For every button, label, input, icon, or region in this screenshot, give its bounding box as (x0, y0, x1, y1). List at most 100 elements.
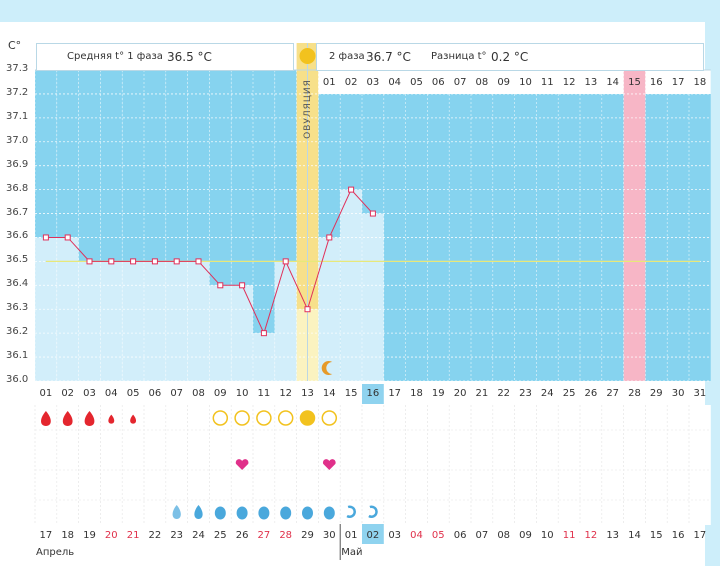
calendar-date-17: 03 (388, 530, 402, 541)
y-tick-36.5: 36.5 (6, 254, 29, 266)
y-tick-36.6: 36.6 (6, 230, 29, 242)
x-day-07: 07 (170, 388, 184, 399)
fertile-circle-13 (299, 410, 316, 426)
phase2-day-13: 13 (584, 77, 598, 88)
period-drop-3 (84, 411, 95, 426)
temperature-line (45, 188, 374, 335)
x-day-10: 10 (235, 388, 249, 399)
calendar-date-3: 19 (83, 530, 96, 541)
temp-point-2 (64, 234, 71, 241)
period-drop-2 (62, 411, 73, 426)
ovulation-label: ОВУЛЯЦИЯ (302, 79, 313, 139)
temp-bar-1 (35, 237, 57, 381)
period-drop-1 (41, 411, 51, 426)
phase2-value: 36.7 °C (366, 50, 411, 64)
x-day-24: 24 (540, 388, 554, 399)
x-day-04: 04 (104, 388, 118, 399)
phase2-highlight-cell (623, 70, 646, 94)
x-day-16: 16 (366, 388, 380, 399)
temp-bar-4 (100, 261, 123, 381)
x-day-19: 19 (431, 388, 445, 399)
temp-point-3 (86, 258, 93, 265)
temp-bar-16 (362, 213, 384, 381)
y-tick-36.0: 36.0 (6, 374, 29, 385)
x-day-29: 29 (649, 388, 663, 399)
y-tick-36.2: 36.2 (6, 326, 29, 338)
x-day-23: 23 (519, 388, 532, 399)
fertile-circle-14 (321, 410, 338, 426)
calendar-date-10: 26 (235, 530, 249, 541)
calendar-date-18: 04 (410, 530, 423, 541)
x-day-21: 21 (475, 388, 489, 399)
heart-icon-10 (235, 459, 249, 470)
temp-point-13 (304, 306, 311, 313)
x-day-06: 06 (148, 388, 162, 399)
month-label-0: Апрель (36, 547, 75, 558)
calendar-date-15: 01 (344, 530, 358, 541)
phase1-value: 36.5 °C (167, 50, 212, 64)
calendar-today-marker (362, 524, 384, 544)
temp-bar-8 (187, 261, 210, 381)
calendar-date-2: 18 (61, 530, 75, 541)
calendar-date-21: 07 (475, 530, 489, 541)
temp-point-15 (348, 186, 355, 193)
discharge-10 (236, 506, 248, 520)
y-tick-36.8: 36.8 (6, 182, 29, 194)
diff-label: Разница t° (431, 51, 487, 62)
y-tick-37.0: 37.0 (6, 134, 29, 146)
y-tick-37.1: 37.1 (6, 110, 29, 122)
x-day-02: 02 (61, 388, 75, 399)
temp-point-10 (239, 282, 246, 289)
y-tick-36.9: 36.9 (6, 158, 29, 170)
calendar-date-12: 28 (279, 530, 293, 541)
y-tick-36.7: 36.7 (6, 206, 29, 218)
x-day-03: 03 (83, 388, 96, 399)
x-day-22: 22 (497, 388, 511, 399)
y-tick-36.4: 36.4 (6, 278, 29, 290)
phase2-summary: 2 фаза 36.7 °C Разница t° 0.2 °C (316, 43, 704, 71)
phase2-day-18: 18 (693, 77, 707, 88)
sky-bar-10 (231, 70, 253, 286)
calendar-date-31: 17 (693, 530, 707, 541)
calendar-date-27: 13 (606, 530, 620, 541)
phase2-day-17: 17 (671, 77, 685, 88)
discharge-9 (214, 506, 226, 520)
x-day-05: 05 (126, 388, 140, 399)
temp-point-6 (151, 258, 158, 265)
calendar-date-23: 09 (519, 530, 532, 541)
sky-bar-1 (35, 70, 57, 238)
temp-bar-7 (165, 261, 188, 381)
diff-value: 0.2 °C (491, 50, 529, 64)
phase2-day-07: 07 (453, 77, 467, 88)
phase1-label: Средняя t° 1 фаза (67, 51, 163, 62)
phase2-day-12: 12 (562, 77, 576, 88)
temp-bar-6 (144, 261, 166, 381)
discharge-11 (258, 506, 270, 520)
x-day-18: 18 (410, 388, 423, 399)
temp-bar-3 (78, 261, 101, 381)
calendar-date-30: 16 (671, 530, 685, 541)
x-day-15: 15 (344, 388, 358, 399)
sun-icon (299, 48, 316, 64)
phase2-day-01: 01 (322, 77, 336, 88)
x-day-28: 28 (628, 388, 641, 399)
temp-point-9 (217, 282, 224, 289)
calendar-date-29: 15 (649, 530, 663, 541)
calendar-date-11: 27 (257, 530, 271, 541)
calendar-date-5: 21 (126, 530, 140, 541)
phase2-day-02: 02 (344, 77, 358, 88)
calendar-date-25: 11 (562, 530, 576, 541)
calendar-date-26: 12 (584, 530, 598, 541)
discharge-14 (323, 506, 335, 520)
discharge-12 (280, 506, 292, 520)
x-day-08: 08 (192, 388, 205, 399)
discharge-8 (194, 505, 203, 519)
temp-point-5 (130, 258, 137, 265)
calendar-date-7: 23 (170, 530, 184, 541)
phase2-day-15: 15 (628, 77, 641, 88)
phase2-day-16: 16 (649, 77, 663, 88)
x-day-12: 12 (279, 388, 293, 399)
phase2-day-08: 08 (475, 77, 489, 88)
x-day-20: 20 (453, 388, 467, 399)
sky-bar-2 (56, 70, 79, 238)
